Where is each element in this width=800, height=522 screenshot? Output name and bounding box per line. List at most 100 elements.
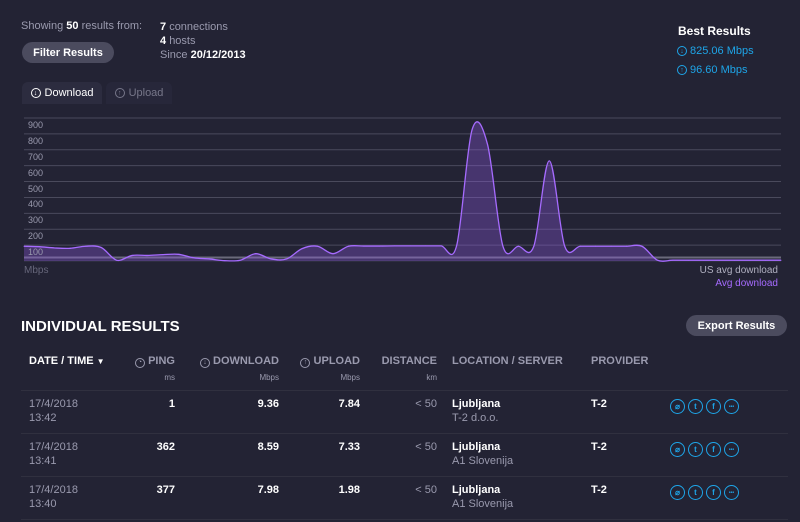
data-point xyxy=(23,245,25,247)
more-icon[interactable]: ••• xyxy=(724,485,739,500)
row-divider xyxy=(21,433,788,434)
data-point xyxy=(208,258,210,260)
y-axis-unit: Mbps xyxy=(24,265,49,276)
data-point xyxy=(564,245,566,247)
row-divider xyxy=(21,390,788,391)
link-icon[interactable]: ⌀ xyxy=(670,442,685,457)
col-ping-unit: ms xyxy=(164,373,175,382)
row-date: 17/4/2018 xyxy=(29,398,78,410)
data-point xyxy=(718,259,720,261)
col-distance[interactable]: DISTANCE xyxy=(381,355,437,367)
row-upload: 7.33 xyxy=(338,441,360,453)
filter-results-button[interactable]: Filter Results xyxy=(22,42,114,63)
data-point xyxy=(765,259,767,261)
data-point xyxy=(270,258,272,260)
legend-avg-download: Avg download xyxy=(715,278,778,289)
share-actions: ⌀ t f ••• xyxy=(670,442,739,457)
col-upload-unit: Mbps xyxy=(340,373,360,382)
row-provider: T-2 xyxy=(591,484,607,496)
twitter-icon[interactable]: t xyxy=(688,485,703,500)
tab-download[interactable]: ↓ Download xyxy=(22,82,102,104)
data-point xyxy=(286,258,288,260)
y-tick-label: 200 xyxy=(28,231,44,242)
best-results-title: Best Results xyxy=(678,24,751,38)
row-ping: 377 xyxy=(156,484,175,496)
row-server: A1 Slovenija xyxy=(452,455,514,467)
col-download-unit: Mbps xyxy=(259,373,279,382)
row-distance: < 50 xyxy=(415,441,437,453)
twitter-icon[interactable]: t xyxy=(688,442,703,457)
y-tick-label: 400 xyxy=(28,199,44,210)
data-point xyxy=(347,245,349,247)
best-download-value: 825.06 Mbps xyxy=(690,45,754,57)
export-results-button[interactable]: Export Results xyxy=(686,315,787,336)
data-point xyxy=(131,254,133,256)
legend-us-avg: US avg download xyxy=(699,265,778,276)
share-actions: ⌀ t f ••• xyxy=(670,399,739,414)
col-download[interactable]: ↓ DOWNLOAD xyxy=(199,355,279,368)
y-tick-label: 100 xyxy=(28,247,44,258)
facebook-icon[interactable]: f xyxy=(706,399,721,414)
link-icon[interactable]: ⌀ xyxy=(670,399,685,414)
data-point xyxy=(116,259,118,261)
download-icon: ↓ xyxy=(677,46,687,56)
col-upload[interactable]: ↑ UPLOAD xyxy=(300,355,360,368)
data-point xyxy=(317,245,319,247)
more-icon[interactable]: ••• xyxy=(724,399,739,414)
facebook-icon[interactable]: f xyxy=(706,485,721,500)
row-location: Ljubljana xyxy=(452,484,501,496)
row-time: 13:40 xyxy=(29,498,57,510)
col-upload-label: UPLOAD xyxy=(313,355,360,367)
y-tick-label: 700 xyxy=(28,151,44,162)
showing-prefix: Showing xyxy=(21,20,64,32)
col-date-time[interactable]: DATE / TIME ▼ xyxy=(29,355,105,367)
connections-label: connections xyxy=(169,21,228,33)
download-icon: ↓ xyxy=(199,357,210,368)
facebook-icon[interactable]: f xyxy=(706,442,721,457)
since-date: 20/12/2013 xyxy=(190,49,246,61)
row-divider xyxy=(21,476,788,477)
row-provider: T-2 xyxy=(591,441,607,453)
row-date: 17/4/2018 xyxy=(29,484,78,496)
data-point xyxy=(224,260,226,262)
data-point xyxy=(255,253,257,255)
data-point xyxy=(517,245,519,247)
y-tick-label: 600 xyxy=(28,167,44,178)
twitter-icon[interactable]: t xyxy=(688,399,703,414)
row-divider xyxy=(21,519,788,520)
best-upload-value: 96.60 Mbps xyxy=(690,64,748,76)
row-server: T-2 d.o.o. xyxy=(452,412,499,424)
data-point xyxy=(486,143,488,145)
link-icon[interactable]: ⌀ xyxy=(670,485,685,500)
row-download: 8.59 xyxy=(257,441,279,453)
col-ping[interactable]: ◔ PING xyxy=(135,355,175,368)
data-point xyxy=(147,254,149,256)
series-avg-download-line xyxy=(23,121,781,262)
more-icon[interactable]: ••• xyxy=(724,442,739,457)
row-ping: 362 xyxy=(156,441,175,453)
col-ping-label: PING xyxy=(148,355,175,367)
data-point xyxy=(502,245,504,247)
results-count: 50 xyxy=(66,20,79,32)
col-location[interactable]: LOCATION / SERVER xyxy=(452,355,563,367)
col-provider[interactable]: PROVIDER xyxy=(591,355,649,367)
showing-suffix: results from: xyxy=(81,20,143,32)
tab-upload[interactable]: ↑ Upload xyxy=(106,82,172,104)
col-distance-unit: km xyxy=(426,373,437,382)
row-time: 13:42 xyxy=(29,412,57,424)
best-upload: ↑ 96.60 Mbps xyxy=(677,64,747,76)
data-point xyxy=(533,245,535,247)
tab-upload-label: Upload xyxy=(128,87,164,99)
row-location: Ljubljana xyxy=(452,398,501,410)
col-date-label: DATE / TIME xyxy=(29,355,94,367)
row-download: 7.98 xyxy=(257,484,279,496)
data-point xyxy=(378,245,380,247)
data-point xyxy=(332,253,334,255)
data-point xyxy=(703,259,705,261)
data-point xyxy=(85,245,87,247)
row-location: Ljubljana xyxy=(452,441,501,453)
col-download-label: DOWNLOAD xyxy=(213,355,279,367)
row-time: 13:41 xyxy=(29,455,57,467)
row-date: 17/4/2018 xyxy=(29,441,78,453)
hosts-count: 4 xyxy=(160,35,167,47)
